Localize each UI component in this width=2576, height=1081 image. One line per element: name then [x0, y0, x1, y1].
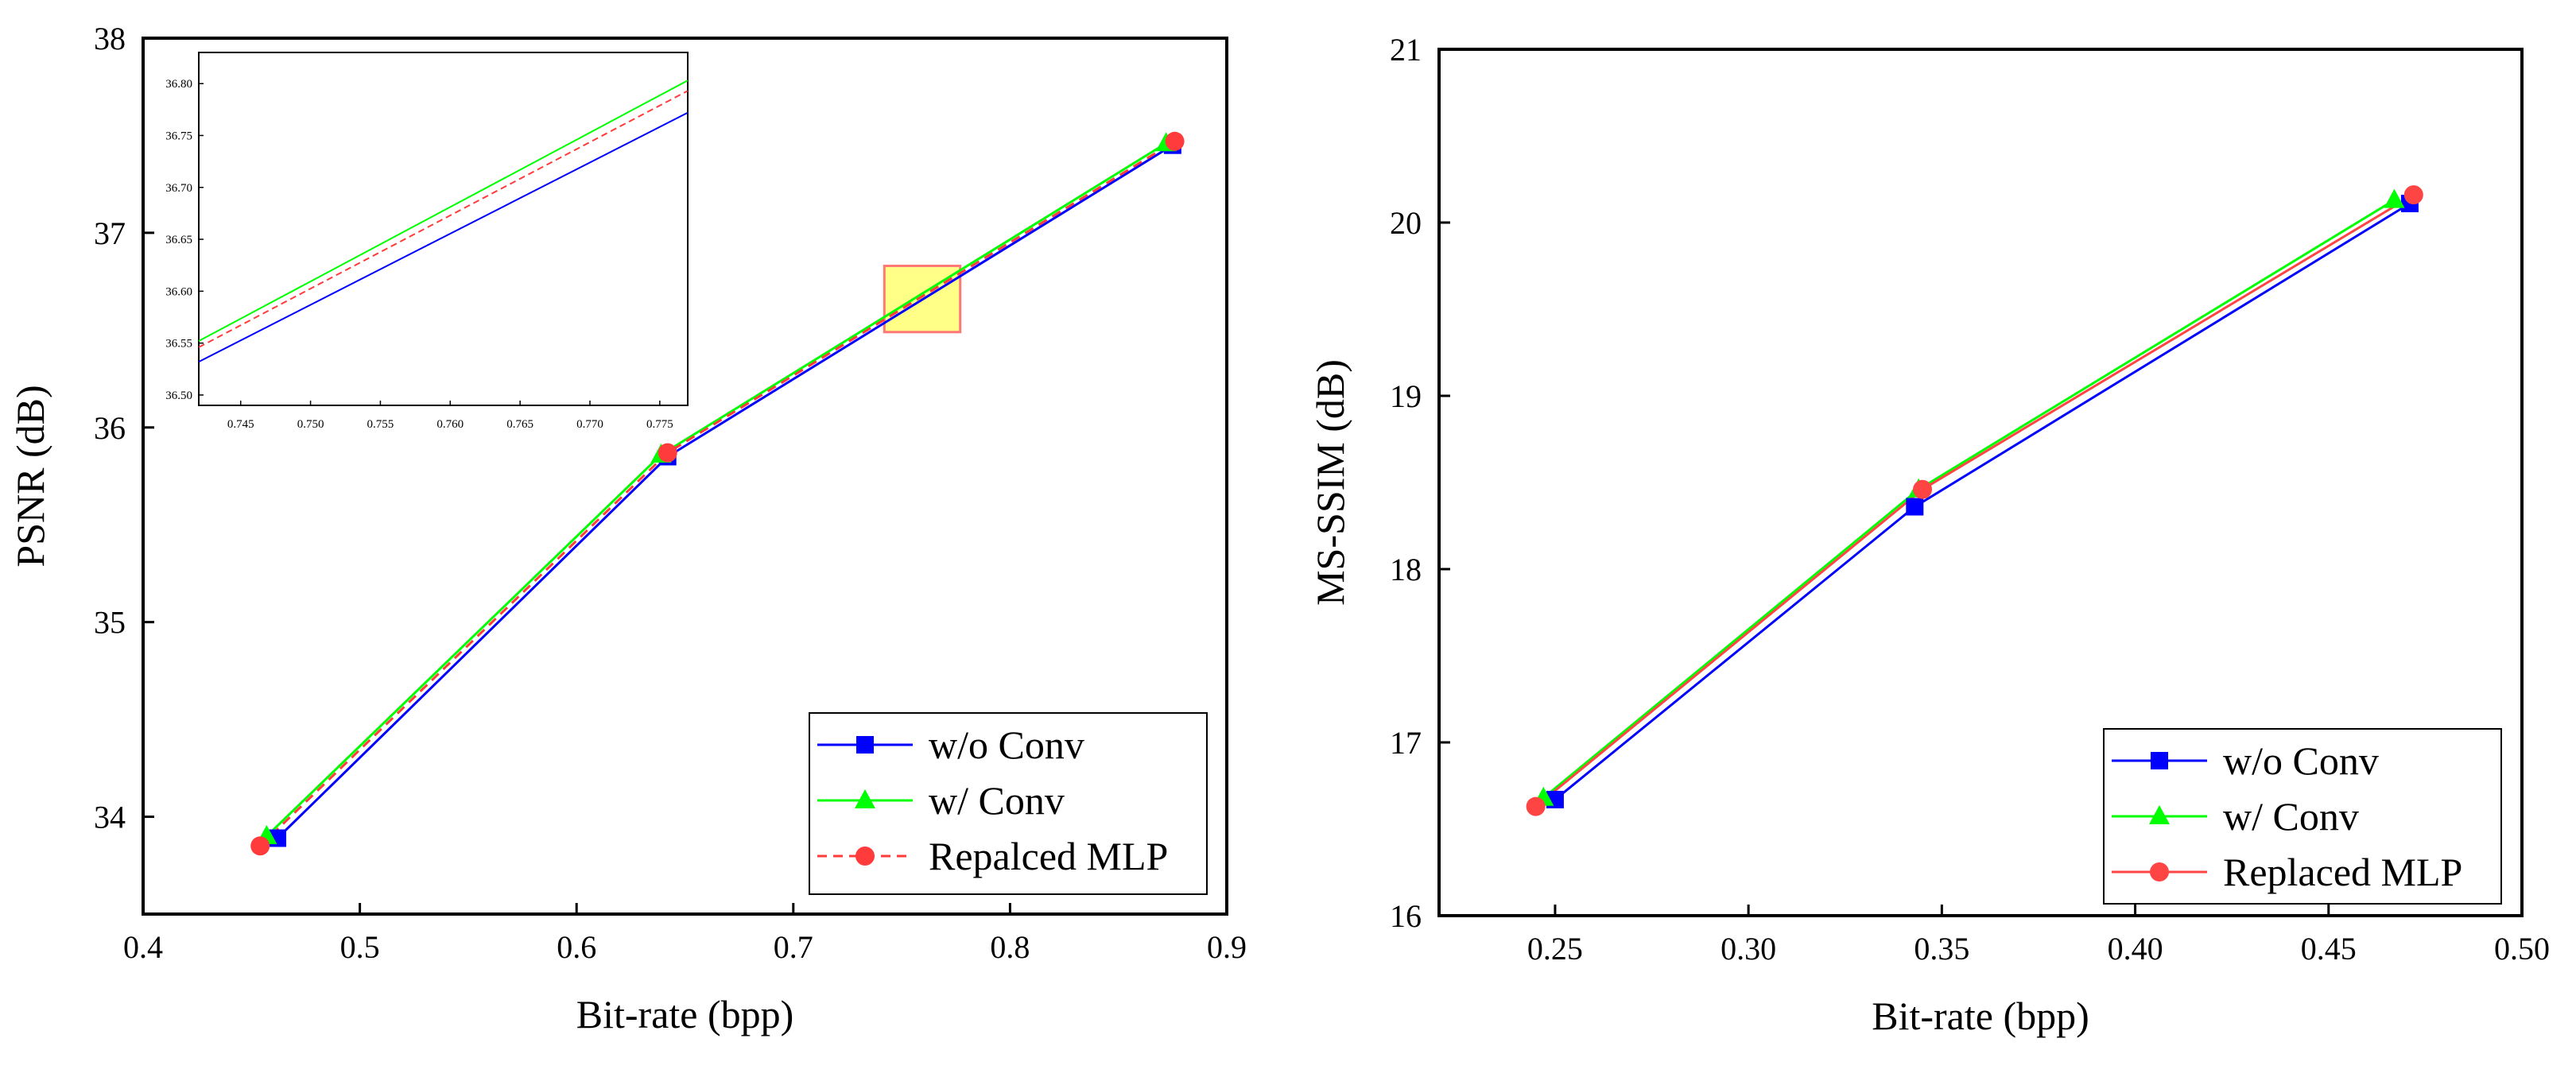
inset-x-tick-label: 0.775	[646, 418, 673, 431]
y-tick-label: 37	[94, 215, 126, 251]
legend-label: w/ Conv	[2223, 794, 2359, 839]
inset-x-tick-label: 0.750	[297, 418, 324, 431]
legend-label: w/o Conv	[2223, 738, 2379, 783]
legend-marker	[856, 736, 874, 754]
inset-series-line-3	[198, 90, 689, 348]
x-tick-label: 0.50	[2494, 931, 2550, 967]
series-line-2	[1542, 199, 2396, 799]
x-tick-label: 0.35	[1914, 931, 1969, 967]
x-tick-label: 0.9	[1207, 929, 1247, 965]
legend-marker	[2151, 752, 2168, 769]
series-3-point	[1526, 796, 1546, 816]
inset-x-tick-label: 0.755	[367, 418, 394, 431]
series-line-3	[259, 140, 1176, 847]
series-line-1	[1554, 202, 2411, 801]
inset-frame	[198, 52, 689, 406]
legend: w/o Conv w/ Conv Repalced MLP	[809, 712, 1208, 895]
x-tick-label: 0.25	[1527, 931, 1583, 967]
inset-x-tick-label: 0.765	[506, 418, 533, 431]
x-axis-label: Bit-rate (bpp)	[576, 992, 794, 1036]
series-2-point	[2384, 188, 2405, 208]
series-line-3	[1534, 193, 2415, 808]
series-3-point	[658, 443, 677, 463]
plot-frame	[142, 37, 1228, 916]
y-tick-label: 17	[1390, 725, 1422, 761]
legend-box	[809, 712, 1208, 895]
y-axis-label: PSNR (dB)	[8, 385, 52, 567]
inset-chart: 0.745 0.750 0.755 0.760 0.765 0.770 0.775 36.50…	[165, 52, 689, 431]
y-tick-label: 18	[1390, 552, 1422, 587]
legend-label: Repalced MLP	[929, 834, 1168, 878]
legend: w/o Conv w/ Conv Replaced MLP	[2103, 728, 2502, 905]
y-tick-label: 19	[1390, 378, 1422, 414]
x-tick-label: 0.8	[990, 929, 1030, 965]
series-3-point	[250, 836, 270, 856]
inset-series-line-1	[198, 111, 689, 363]
legend-marker	[855, 847, 875, 866]
plot-frame	[1437, 48, 2524, 917]
series-3-point	[1165, 131, 1185, 151]
inset-y-tick-label: 36.70	[165, 182, 192, 195]
inset-y-tick-label: 36.65	[165, 234, 192, 246]
y-tick-label: 34	[94, 800, 126, 835]
legend-marker	[855, 789, 875, 808]
inset-y-tick-label: 36.55	[165, 338, 192, 351]
inset-y-tick-label: 36.80	[165, 78, 192, 91]
x-tick-label: 0.6	[557, 929, 596, 965]
legend-label: w/ Conv	[929, 778, 1065, 823]
inset-x-tick-label: 0.770	[576, 418, 603, 431]
chart-2: 0.25 0.30 0.35 0.40 0.45 0.50 16 17 18 19 20 21 Bit-…	[1308, 32, 2550, 1038]
x-tick-label: 0.30	[1721, 931, 1776, 967]
y-tick-label: 36	[94, 410, 126, 446]
y-tick-label: 38	[94, 21, 126, 56]
inset-y-tick-label: 36.50	[165, 389, 192, 402]
legend-marker	[2149, 805, 2170, 824]
y-tick-label: 21	[1390, 32, 1422, 68]
inset-series-line-2	[198, 79, 689, 342]
y-tick-label: 16	[1390, 898, 1422, 934]
series-3-point	[1913, 479, 1933, 499]
legend-marker	[2150, 862, 2169, 881]
x-tick-label: 0.4	[123, 929, 163, 965]
x-tick-label: 0.5	[340, 929, 380, 965]
y-tick-label: 35	[94, 605, 126, 641]
x-tick-label: 0.45	[2301, 931, 2357, 967]
legend-label: w/o Conv	[929, 723, 1084, 767]
x-tick-label: 0.40	[2108, 931, 2163, 967]
series-3-point	[2403, 185, 2423, 205]
y-tick-label: 20	[1390, 205, 1422, 241]
x-axis-label: Bit-rate (bpp)	[1872, 994, 2089, 1038]
inset-y-tick-label: 36.60	[165, 285, 192, 298]
inset-y-tick-label: 36.75	[165, 130, 192, 142]
y-axis-label: MS-SSIM (dB)	[1308, 359, 1352, 606]
x-tick-label: 0.7	[774, 929, 813, 965]
inset-x-tick-label: 0.760	[436, 418, 464, 431]
legend-label: Replaced MLP	[2223, 850, 2462, 894]
chart-1: 0.4 0.5 0.6 0.7 0.8 0.9 34 35 36 37 38 Bit-rate (bp…	[8, 21, 1247, 1036]
series-1-point	[1906, 498, 1924, 516]
inset-x-tick-label: 0.745	[227, 418, 254, 431]
